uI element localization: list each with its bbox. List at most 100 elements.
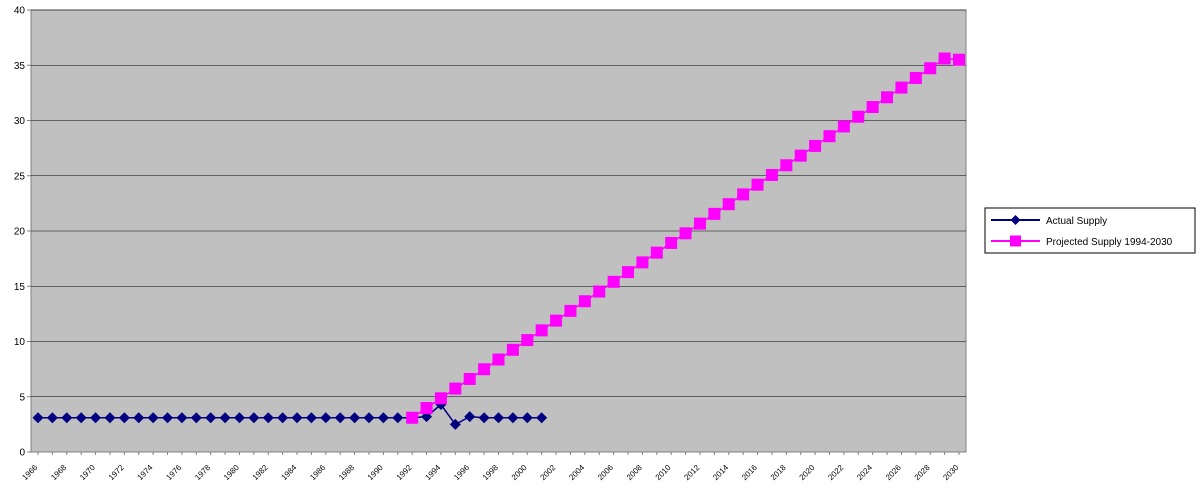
data-point-0: [118, 412, 130, 424]
x-tick-label: 2006: [596, 463, 615, 482]
x-tick-label: 2012: [682, 463, 701, 482]
gridlines: [31, 9, 966, 398]
y-axis: 0 5 10 15 20 25 30 35 40: [14, 6, 31, 459]
data-point-0: [46, 412, 58, 424]
data-point-1: [607, 275, 620, 288]
x-tick-label: 1972: [107, 463, 126, 482]
x-tick-label: 1984: [279, 463, 298, 482]
data-point-1: [895, 81, 908, 94]
x-tick-label: 1976: [164, 463, 183, 482]
data-point-1: [780, 159, 793, 172]
x-tick-label: 1980: [222, 463, 241, 482]
data-point-1: [909, 71, 922, 84]
data-point-0: [449, 418, 461, 430]
data-point-0: [233, 412, 245, 424]
data-point-0: [536, 412, 548, 424]
y-tick-label: 5: [19, 392, 25, 403]
legend-label-actual: Actual Supply: [1046, 216, 1107, 227]
x-tick-label: 2022: [826, 463, 845, 482]
data-point-1: [521, 334, 534, 347]
data-point-1: [722, 198, 735, 211]
x-tick-label: 2004: [567, 463, 586, 482]
data-point-1: [506, 343, 519, 356]
x-tick-label: 2000: [510, 463, 529, 482]
y-tick-label: 15: [14, 282, 26, 293]
series-layer: [32, 52, 965, 430]
y-tick-label: 30: [14, 116, 26, 127]
data-point-0: [262, 412, 274, 424]
data-point-1: [492, 353, 505, 366]
data-point-0: [363, 412, 375, 424]
data-point-1: [809, 139, 822, 152]
y-tick-label: 25: [14, 171, 26, 182]
x-tick-label: 1986: [308, 463, 327, 482]
data-point-1: [751, 178, 764, 191]
x-tick-label: 1966: [20, 463, 39, 482]
data-point-0: [205, 412, 217, 424]
data-point-1: [406, 411, 419, 424]
data-point-0: [349, 412, 361, 424]
data-point-1: [765, 168, 778, 181]
data-point-0: [104, 412, 116, 424]
x-tick-label: 2002: [539, 463, 558, 482]
x-tick-label: 2014: [711, 463, 730, 482]
data-point-0: [478, 412, 490, 424]
x-tick-label: 1970: [78, 463, 97, 482]
x-tick-label: 1974: [136, 463, 155, 482]
data-point-1: [650, 246, 663, 259]
x-tick-label: 1996: [452, 463, 471, 482]
data-point-1: [478, 363, 491, 376]
y-tick-label: 0: [19, 448, 25, 459]
data-point-0: [248, 412, 260, 424]
x-tick-label: 1998: [481, 463, 500, 482]
legend: Actual Supply Projected Supply 1994-2030: [984, 207, 1196, 254]
data-point-1: [693, 217, 706, 230]
data-point-1: [434, 392, 447, 405]
data-point-0: [176, 412, 188, 424]
data-point-0: [377, 412, 389, 424]
x-tick-label: 2010: [654, 463, 673, 482]
data-point-1: [665, 236, 678, 249]
x-tick-label: 2018: [769, 463, 788, 482]
x-axis: 1966 1968 1970 1972 1974 1976 1978 1980 1982 1984…: [20, 452, 961, 482]
data-point-0: [75, 412, 87, 424]
x-tick-label: 2016: [740, 463, 759, 482]
data-point-1: [737, 188, 750, 201]
data-point-1: [837, 120, 850, 133]
legend-marker-actual: [1010, 215, 1021, 225]
data-point-1: [449, 382, 462, 395]
x-tick-label: 1994: [423, 463, 442, 482]
x-tick-label: 2028: [913, 463, 932, 482]
x-tick-label: 1968: [49, 463, 68, 482]
data-point-0: [521, 412, 533, 424]
x-tick-label: 2020: [798, 463, 817, 482]
y-tick-label: 10: [14, 337, 26, 348]
y-tick-label: 40: [14, 6, 26, 17]
data-point-0: [305, 412, 317, 424]
data-point-0: [90, 412, 102, 424]
data-point-0: [334, 412, 346, 424]
data-point-1: [564, 304, 577, 317]
data-point-1: [550, 314, 563, 327]
legend-marker-projected: [1010, 235, 1021, 247]
data-point-1: [593, 285, 606, 298]
data-point-1: [420, 402, 433, 415]
x-tick-label: 2008: [625, 463, 644, 482]
data-point-1: [636, 256, 649, 269]
x-tick-label: 2030: [941, 463, 960, 482]
data-point-0: [162, 412, 174, 424]
x-tick-label: 1982: [251, 463, 270, 482]
data-point-1: [578, 295, 591, 308]
data-point-0: [147, 412, 159, 424]
data-point-1: [866, 101, 879, 114]
data-point-0: [464, 411, 476, 423]
data-point-1: [938, 52, 951, 65]
data-point-1: [794, 149, 807, 162]
data-point-0: [507, 412, 519, 424]
data-point-0: [392, 412, 404, 424]
x-tick-label: 2026: [884, 463, 903, 482]
data-point-1: [535, 324, 548, 337]
x-tick-label: 1992: [395, 463, 414, 482]
data-point-0: [219, 412, 231, 424]
